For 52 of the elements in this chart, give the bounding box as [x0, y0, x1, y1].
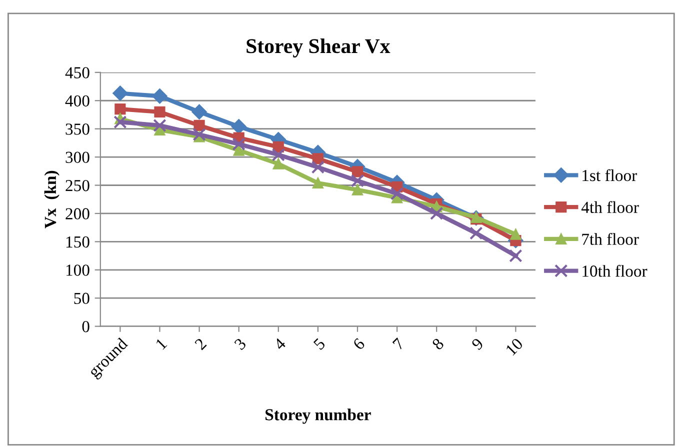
x-tick-label: 7 — [392, 338, 405, 350]
point — [272, 148, 285, 162]
legend-label: 1st floor — [582, 169, 637, 182]
y-tick-label: 300 — [66, 152, 90, 163]
point — [312, 177, 324, 189]
y-tick-label: 450 — [65, 67, 90, 78]
y-tick-label: 250 — [66, 180, 90, 192]
x-tick-label: 10 — [505, 338, 524, 356]
point — [470, 226, 483, 240]
y-tick-label: 50 — [74, 292, 90, 304]
x-tick-label: 5 — [313, 338, 326, 350]
x-tick-label: 3 — [234, 338, 247, 350]
x-axis-title: Storey number — [266, 408, 371, 424]
y-tick-label: 0 — [82, 321, 90, 332]
x-tick-label: 4 — [273, 337, 286, 351]
x-tick-label: 6 — [352, 337, 366, 350]
x-tick-label: 2 — [194, 338, 207, 350]
point — [231, 119, 246, 134]
point — [152, 88, 168, 104]
x-tick-label: 8 — [431, 338, 444, 350]
y-tick-label: 400 — [65, 95, 90, 107]
point — [390, 187, 404, 200]
y-tick-label: 150 — [66, 236, 90, 248]
point — [194, 120, 205, 132]
point — [430, 206, 444, 220]
point — [312, 153, 324, 164]
point — [232, 137, 246, 151]
point — [192, 128, 206, 142]
y-axis-title: Vx (kn) — [44, 170, 60, 228]
x-tick-label: 9 — [471, 338, 484, 351]
point — [114, 104, 126, 115]
point — [272, 158, 284, 170]
point — [352, 184, 364, 196]
chart-title: Storey Shear Vx — [246, 38, 390, 58]
point — [192, 104, 207, 120]
legend-label: 4th floor — [581, 201, 639, 214]
point — [352, 166, 364, 178]
point — [311, 160, 325, 174]
point — [350, 174, 364, 188]
legend-label: 7th floor — [582, 233, 639, 245]
point — [509, 249, 522, 262]
point — [112, 86, 128, 101]
point — [153, 118, 166, 132]
y-tick-label: 350 — [66, 124, 90, 135]
legend-label: 10th floor — [582, 264, 648, 277]
point — [510, 228, 522, 240]
point — [154, 106, 166, 118]
y-tick-label: 200 — [66, 208, 90, 220]
x-tick-label: 1 — [155, 338, 168, 350]
y-tick-label: 100 — [66, 264, 90, 276]
point — [114, 115, 127, 129]
point — [233, 144, 244, 156]
